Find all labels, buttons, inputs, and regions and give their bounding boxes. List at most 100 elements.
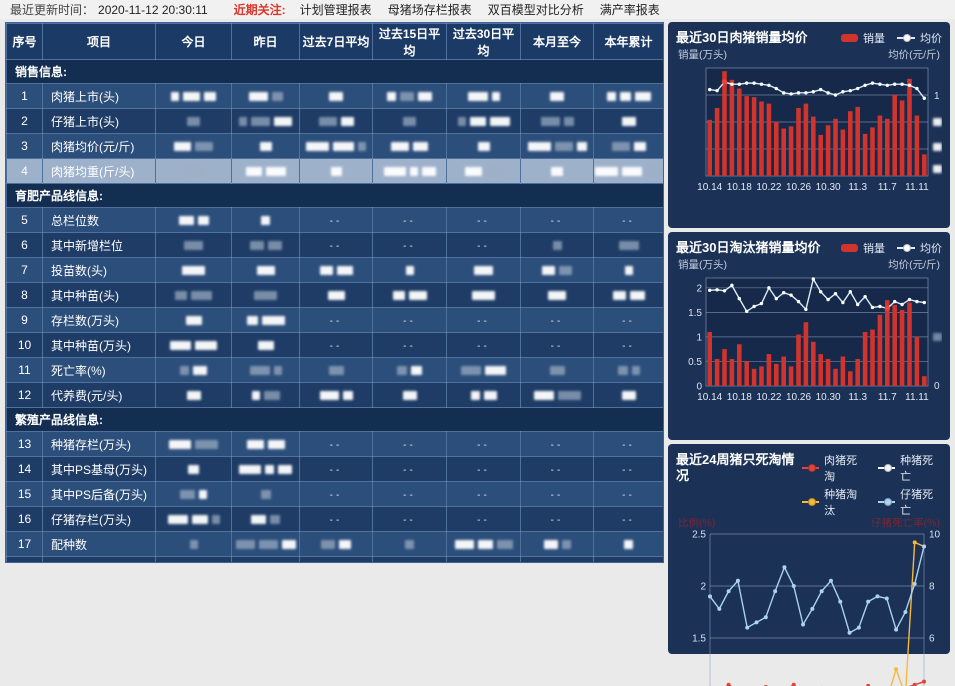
legend-item-avg-price[interactable]: 均价 xyxy=(897,30,942,46)
svg-text:仔猪死亡率(%): 仔猪死亡率(%) xyxy=(871,518,940,529)
row-label-cell: 死亡率(%) xyxy=(43,358,156,383)
row-label-cell: 投苗数(头) xyxy=(43,258,156,283)
svg-text:销量(万头): 销量(万头) xyxy=(678,258,727,271)
redacted-value xyxy=(278,465,292,474)
chart-panel-death-cull: 最近24周猪只死淘情况 肉猪死淘种猪死亡种猪淘汰仔猪死亡 比例(%)仔猪死亡率(… xyxy=(668,444,950,654)
legend-item-sales[interactable]: 销量 xyxy=(841,240,885,256)
empty-value-dash: -- xyxy=(403,465,416,476)
empty-value-dash: -- xyxy=(477,490,490,501)
data-cell: -- xyxy=(300,507,373,532)
redacted-value xyxy=(250,241,264,250)
row-label-cell: 存栏数(万头) xyxy=(43,308,156,333)
redacted-value xyxy=(478,142,490,151)
data-cell: -- xyxy=(521,333,594,358)
data-cell xyxy=(373,532,447,557)
row-index-cell: 15 xyxy=(7,482,43,507)
table-header-row: 序号项目今日昨日过去7日平均过去15日平均过去30日平均本月至今本年累计 xyxy=(7,24,664,60)
svg-text:销量(万头): 销量(万头) xyxy=(678,48,727,61)
data-cell: -- xyxy=(521,457,594,482)
svg-text:10.18: 10.18 xyxy=(727,182,752,193)
legend-item-仔猪死亡[interactable]: 仔猪死亡 xyxy=(878,486,942,518)
row-index-cell: 10 xyxy=(7,333,43,358)
empty-value-dash: -- xyxy=(477,316,490,327)
redacted-value xyxy=(620,92,631,101)
data-cell xyxy=(156,258,232,283)
redacted-value xyxy=(249,92,268,101)
redacted-value xyxy=(274,117,292,126)
data-cell xyxy=(594,358,664,383)
data-cell xyxy=(300,532,373,557)
redacted-value xyxy=(252,391,260,400)
svg-text:10.22: 10.22 xyxy=(756,182,781,193)
legend-item-种猪死亡[interactable]: 种猪死亡 xyxy=(878,452,942,484)
redacted-value xyxy=(461,366,481,375)
redacted-value xyxy=(595,167,618,176)
series-legend-dot xyxy=(808,498,816,506)
chart-legend: 肉猪死淘 种猪死亡种猪淘汰仔猪死亡 xyxy=(802,452,942,518)
data-cell: -- xyxy=(447,457,521,482)
data-cell xyxy=(521,358,594,383)
redacted-value xyxy=(409,291,427,300)
redacted-value xyxy=(168,515,188,524)
report-link[interactable]: 计划管理报表 xyxy=(300,1,372,18)
svg-text:2.5: 2.5 xyxy=(692,530,706,541)
data-cell: -- xyxy=(521,507,594,532)
focus-label: 近期关注: xyxy=(234,1,286,18)
section-row: 销售信息: xyxy=(7,60,664,84)
empty-value-dash: -- xyxy=(330,515,343,526)
report-link[interactable]: 母猪场存栏报表 xyxy=(388,1,472,18)
redacted-value xyxy=(254,291,277,300)
data-cell xyxy=(232,432,300,457)
redacted-value xyxy=(490,117,510,126)
row-index-cell: 3 xyxy=(7,134,43,159)
redacted-value xyxy=(179,216,194,225)
svg-text:0: 0 xyxy=(934,381,940,392)
redacted-value xyxy=(239,117,247,126)
svg-text:11.3: 11.3 xyxy=(848,182,867,193)
svg-text:10.26: 10.26 xyxy=(786,182,811,193)
table-row[interactable]: 18分娩窝数 xyxy=(7,557,664,564)
row-label-cell: 仔猪上市(头) xyxy=(43,109,156,134)
empty-value-dash: -- xyxy=(477,241,490,252)
column-header: 过去7日平均 xyxy=(300,24,373,60)
redacted-value xyxy=(400,92,414,101)
series-legend-dot xyxy=(884,498,892,506)
data-cell xyxy=(232,159,300,184)
report-link[interactable]: 满产率报表 xyxy=(600,1,660,18)
legend-item-sales[interactable]: 销量 xyxy=(841,30,885,46)
report-link[interactable]: 双百模型对比分析 xyxy=(488,1,584,18)
redacted-value xyxy=(180,490,195,499)
redacted-value xyxy=(341,117,354,126)
redacted-value xyxy=(184,241,203,250)
row-index-cell: 5 xyxy=(7,208,43,233)
legend-item-种猪淘汰[interactable]: 种猪淘汰 xyxy=(802,486,866,518)
data-cell xyxy=(156,134,232,159)
legend-item-肉猪死淘[interactable]: 肉猪死淘 xyxy=(802,452,866,484)
svg-text:11.7: 11.7 xyxy=(878,182,897,193)
data-cell xyxy=(521,532,594,557)
redacted-value xyxy=(180,366,189,375)
data-cell: -- xyxy=(300,432,373,457)
legend-item-avg-price[interactable]: 均价 xyxy=(897,240,942,256)
redacted-value xyxy=(393,291,405,300)
redacted-value xyxy=(331,167,342,176)
legend-label: 种猪死亡 xyxy=(900,452,942,484)
data-cell: -- xyxy=(521,432,594,457)
